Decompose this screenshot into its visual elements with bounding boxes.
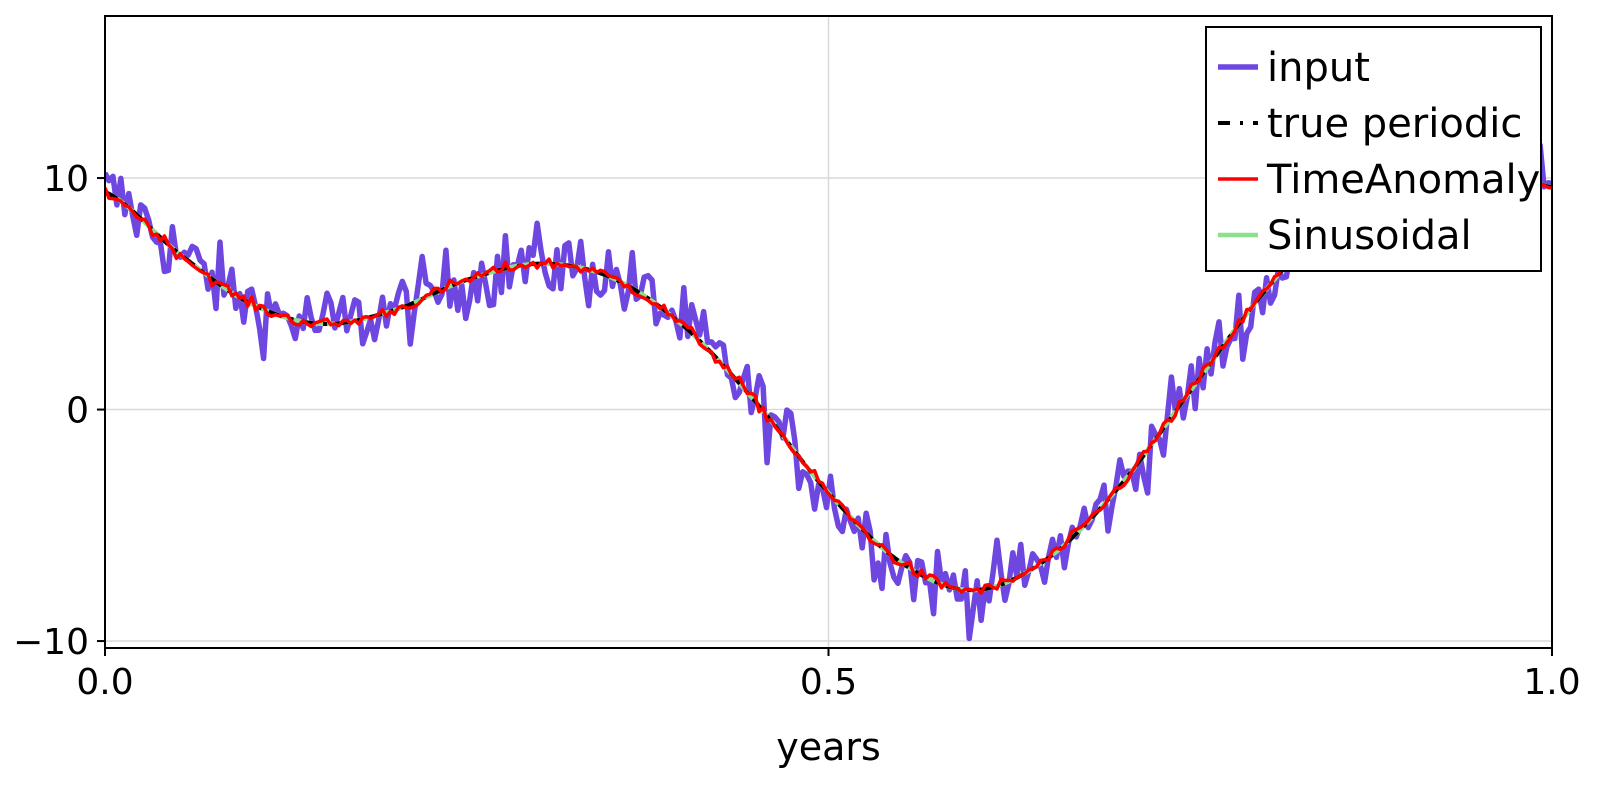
legend-label: input <box>1267 45 1370 91</box>
legend-label: true periodic <box>1267 101 1522 147</box>
y-tick-label: 10 <box>43 159 89 200</box>
x-tick-label: 1.0 <box>1523 662 1580 703</box>
legend-box <box>1205 26 1542 272</box>
series-line-true-periodic <box>105 158 1552 593</box>
axis-ticks: 0.0 0.5 1.0 −10 0 10 <box>13 159 1581 703</box>
x-tick-label: 0.0 <box>76 662 133 703</box>
x-tick-label: 0.5 <box>800 662 857 703</box>
y-tick-label: 0 <box>66 391 89 432</box>
legend-label: TimeAnomaly <box>1266 157 1540 203</box>
legend-label: Sinusoidal <box>1267 213 1472 259</box>
legend: input true periodic TimeAnomaly Sinusoidal <box>1205 26 1542 272</box>
x-axis-label: years <box>776 725 881 769</box>
y-tick-label: −10 <box>13 622 89 663</box>
